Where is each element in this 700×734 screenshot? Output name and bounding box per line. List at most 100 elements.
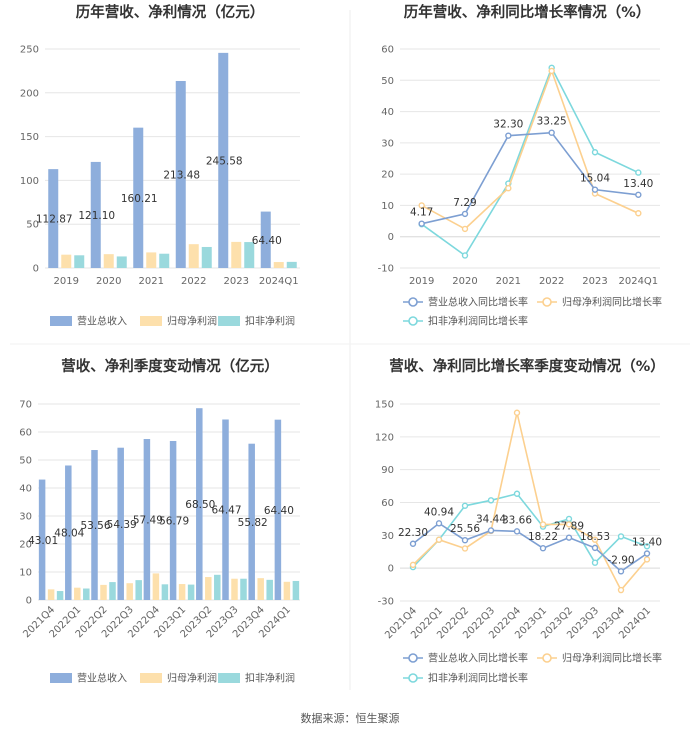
data-point xyxy=(409,561,417,569)
bar xyxy=(103,254,114,268)
bar xyxy=(135,580,142,600)
bar xyxy=(48,169,59,268)
data-label: 22.30 xyxy=(398,527,428,539)
bar xyxy=(65,465,72,600)
x-tick-label: 2023 xyxy=(582,276,607,287)
bar xyxy=(159,253,170,268)
series-line xyxy=(412,522,648,573)
bar xyxy=(161,584,169,600)
data-point xyxy=(505,132,512,139)
y-tick-label: 10 xyxy=(381,201,394,212)
y-tick-label: 50 xyxy=(26,220,39,231)
data-label: -2.90 xyxy=(607,554,634,566)
data-label: 15.04 xyxy=(580,173,610,185)
bar xyxy=(196,408,203,600)
bar xyxy=(175,80,186,269)
data-point xyxy=(461,225,469,233)
bar xyxy=(126,583,133,600)
legend-swatch xyxy=(140,673,162,683)
data-point xyxy=(635,169,642,176)
bar xyxy=(231,241,242,268)
data-label: 112.87 xyxy=(36,214,73,226)
legend-label: 归母净利润 xyxy=(167,672,217,685)
legend-label: 营业总收入 xyxy=(77,672,127,685)
legend-marker xyxy=(408,673,418,683)
bar xyxy=(74,587,81,600)
data-source-note: 数据来源：恒生聚源 xyxy=(301,711,400,725)
data-label: 68.50 xyxy=(185,499,215,511)
y-tick-label: 10 xyxy=(19,568,32,579)
legend-marker xyxy=(408,316,418,326)
bar xyxy=(257,578,264,600)
data-point xyxy=(487,497,495,504)
bar xyxy=(244,242,255,268)
legend-label: 归母净利润 xyxy=(167,315,217,328)
y-tick-label: 50 xyxy=(19,456,32,467)
bar xyxy=(90,161,101,268)
x-tick-label: 2021 xyxy=(139,276,164,287)
legend-label: 归母净利润同比增长率 xyxy=(562,296,662,309)
bar xyxy=(188,244,199,268)
y-tick-label: 40 xyxy=(381,107,394,118)
x-tick-label: 2021 xyxy=(496,276,521,287)
data-label: 40.94 xyxy=(424,506,454,518)
data-label: 4.17 xyxy=(410,207,433,219)
data-label: 18.53 xyxy=(580,531,610,543)
legend-swatch xyxy=(218,316,240,326)
bar xyxy=(231,578,238,600)
data-point xyxy=(487,527,495,534)
data-point xyxy=(548,129,555,136)
data-label: 25.56 xyxy=(450,523,480,535)
legend-label: 归母净利润同比增长率 xyxy=(562,652,662,665)
data-label: 64.40 xyxy=(264,505,294,517)
bar xyxy=(274,419,282,600)
data-point xyxy=(513,409,521,416)
data-label: 43.01 xyxy=(28,535,58,547)
y-tick-label: 200 xyxy=(20,88,39,99)
bar xyxy=(117,447,124,600)
x-tick-label: 2020 xyxy=(452,276,477,287)
data-point xyxy=(461,210,469,218)
bar xyxy=(222,419,229,600)
data-point xyxy=(643,543,651,550)
y-tick-label: 0 xyxy=(26,596,32,607)
data-label: 64.47 xyxy=(211,505,241,517)
legend-marker xyxy=(542,653,552,663)
legend-swatch xyxy=(140,316,162,326)
annual-revenue-profit-chart: 历年营收、净利情况（亿元） 0 50 100 150 200 250 2019 2020 2021… xyxy=(20,3,300,328)
y-tick-label: 30 xyxy=(381,531,394,542)
data-label: 48.04 xyxy=(54,528,84,540)
y-tick-label: 40 xyxy=(19,484,32,495)
y-tick-label: 20 xyxy=(381,170,394,181)
x-tick-label: 2020 xyxy=(96,276,121,287)
y-tick-label: 60 xyxy=(381,45,394,56)
legend-swatch xyxy=(50,673,72,683)
data-label: 33.66 xyxy=(502,514,532,526)
data-point xyxy=(591,544,599,552)
data-point xyxy=(548,67,555,75)
chart-title: 历年营收、净利同比增长率情况（%） xyxy=(404,3,651,21)
data-label: 160.21 xyxy=(121,193,158,205)
bar xyxy=(74,255,85,268)
y-tick-label: 120 xyxy=(375,432,394,443)
bar xyxy=(214,574,221,600)
bar xyxy=(286,261,297,268)
legend-marker xyxy=(408,297,418,307)
bar xyxy=(187,584,195,600)
legend-swatch xyxy=(50,316,72,326)
bar xyxy=(248,443,255,600)
data-label: 33.25 xyxy=(537,116,567,128)
bar xyxy=(266,579,273,600)
data-point xyxy=(461,545,469,552)
legend-label: 扣非净利润 xyxy=(245,315,295,328)
data-label: 55.82 xyxy=(238,517,268,529)
bar xyxy=(169,440,177,600)
y-tick-label: -30 xyxy=(378,597,394,608)
data-point xyxy=(643,550,651,557)
x-tick-label: 2024Q1 xyxy=(259,276,299,287)
data-point xyxy=(635,210,642,217)
data-point xyxy=(565,521,573,528)
y-tick-label: 0 xyxy=(33,264,39,275)
legend-label: 扣非净利润 xyxy=(245,672,295,685)
series-line xyxy=(421,131,639,225)
